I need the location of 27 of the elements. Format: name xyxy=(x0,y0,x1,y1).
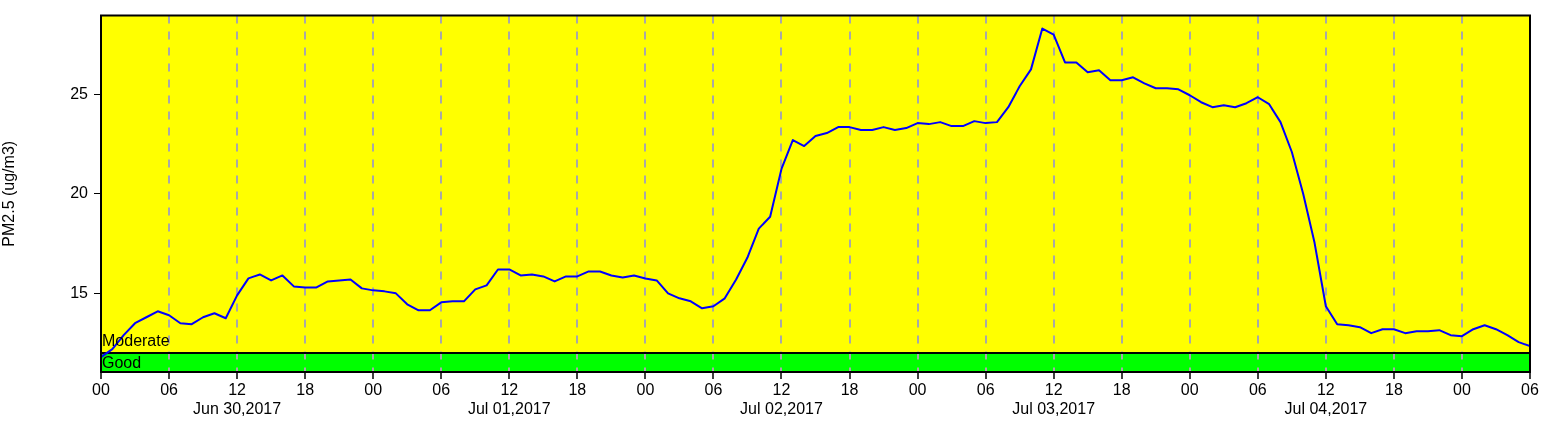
x-tick-label: 18 xyxy=(1112,381,1131,399)
y-tick-label: 20 xyxy=(70,184,89,202)
band-label: Good xyxy=(102,353,142,371)
y-tick-label: 15 xyxy=(70,283,89,301)
x-tick-label: 06 xyxy=(976,381,995,399)
x-tick-label: 00 xyxy=(908,381,927,399)
x-tick-label: 12 Jun 30,2017 xyxy=(193,381,282,418)
x-tick-label: 00 xyxy=(1453,381,1471,399)
x-tick-label: 18 xyxy=(296,381,315,399)
x-tick-label: 00 xyxy=(92,381,110,399)
x-tick-label: 12 Jul 03,2017 xyxy=(1012,381,1096,418)
x-tick-label: 06 xyxy=(432,381,451,399)
x-tick-label: 06 xyxy=(1521,381,1539,399)
x-tick-label: 06 xyxy=(704,381,723,399)
x-tick-label: 18 xyxy=(1385,381,1403,399)
x-tick-label: 18 xyxy=(568,381,587,399)
x-tick-label: 00 xyxy=(1180,381,1199,399)
x-tick-label: 06 xyxy=(160,381,179,399)
x-tick-label: 12 Jul 01,2017 xyxy=(467,381,551,418)
x-tick-label: 12 Jul 04,2017 xyxy=(1284,381,1368,418)
y-axis-title: PM2.5 (ug/m3) xyxy=(0,140,18,247)
x-tick-label: 00 xyxy=(364,381,383,399)
x-tick-label: 06 xyxy=(1248,381,1267,399)
x-tick-label: 00 xyxy=(636,381,655,399)
x-tick-label: 18 xyxy=(840,381,859,399)
y-tick-label: 25 xyxy=(70,84,89,102)
x-tick-label: 12 Jul 02,2017 xyxy=(740,381,823,418)
